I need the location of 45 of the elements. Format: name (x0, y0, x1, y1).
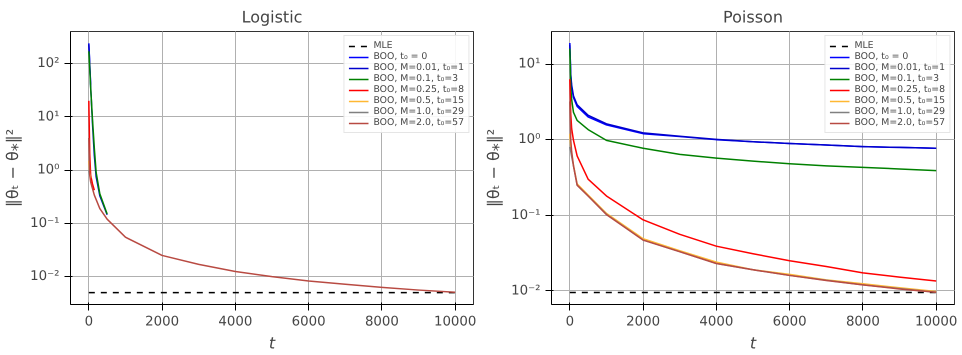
y-tick-label: 10⁻² (30, 269, 60, 284)
chart-title: Poisson (723, 8, 783, 26)
y-tick-label: 10¹ (37, 109, 60, 124)
y-tick-label: 10⁻¹ (511, 208, 541, 223)
x-tick-label: 6000 (772, 314, 807, 330)
legend-label: BOO, M=0.25, t₀=8 (373, 84, 464, 95)
y-tick-label: 10⁻¹ (30, 216, 60, 231)
legend-label: BOO, M=0.1, t₀=3 (854, 73, 940, 84)
y-axis-title: ‖θₜ − θ⁎‖² (484, 128, 504, 208)
y-tick-label: 10² (37, 56, 60, 72)
legend-label: BOO, M=1.0, t₀=29 (854, 106, 945, 117)
legend-label: BOO, M=2.0, t₀=57 (854, 117, 945, 128)
legend-label: BOO, M=2.0, t₀=57 (373, 117, 464, 128)
legend-label: BOO, t₀ = 0 (373, 51, 428, 62)
line-series (88, 137, 456, 293)
x-tick-label: 2000 (145, 314, 180, 330)
x-tick-label: 4000 (218, 314, 252, 330)
y-tick-label: 10⁻² (511, 283, 541, 298)
legend-label: MLE (373, 40, 394, 51)
x-tick-label: 0 (566, 314, 574, 330)
x-tick-label: 4000 (699, 314, 734, 330)
y-tick-label: 10⁰ (518, 132, 541, 148)
legend-label: BOO, M=1.0, t₀=29 (373, 106, 464, 117)
x-axis-title: t (268, 334, 276, 352)
y-tick-label: 10¹ (518, 56, 541, 72)
chart-title: Logistic (242, 8, 302, 26)
x-tick-label: 10000 (914, 314, 958, 330)
x-tick-label: 8000 (846, 314, 880, 330)
y-axis-title: ‖θₜ − θ⁎‖² (3, 128, 22, 208)
legend-label: BOO, M=0.5, t₀=15 (373, 95, 464, 106)
x-tick-label: 6000 (292, 314, 326, 330)
legend-label: BOO, M=0.1, t₀=3 (373, 73, 458, 84)
x-tick-label: 8000 (364, 314, 399, 330)
legend-label: MLE (854, 40, 874, 51)
line-series (88, 100, 96, 191)
x-tick-label: 0 (84, 314, 94, 330)
x-tick-label: 10000 (434, 314, 476, 330)
x-tick-label: 2000 (626, 314, 660, 330)
legend-label: BOO, M=0.01, t₀=1 (854, 62, 945, 73)
y-tick-label: 10⁰ (37, 162, 60, 178)
legend-label: BOO, M=0.25, t₀=8 (854, 84, 945, 95)
legend-label: BOO, M=0.01, t₀=1 (373, 62, 464, 73)
legend-label: BOO, t₀ = 0 (854, 51, 908, 62)
x-axis-title: t (750, 334, 757, 352)
legend-label: BOO, M=0.5, t₀=15 (854, 95, 945, 106)
